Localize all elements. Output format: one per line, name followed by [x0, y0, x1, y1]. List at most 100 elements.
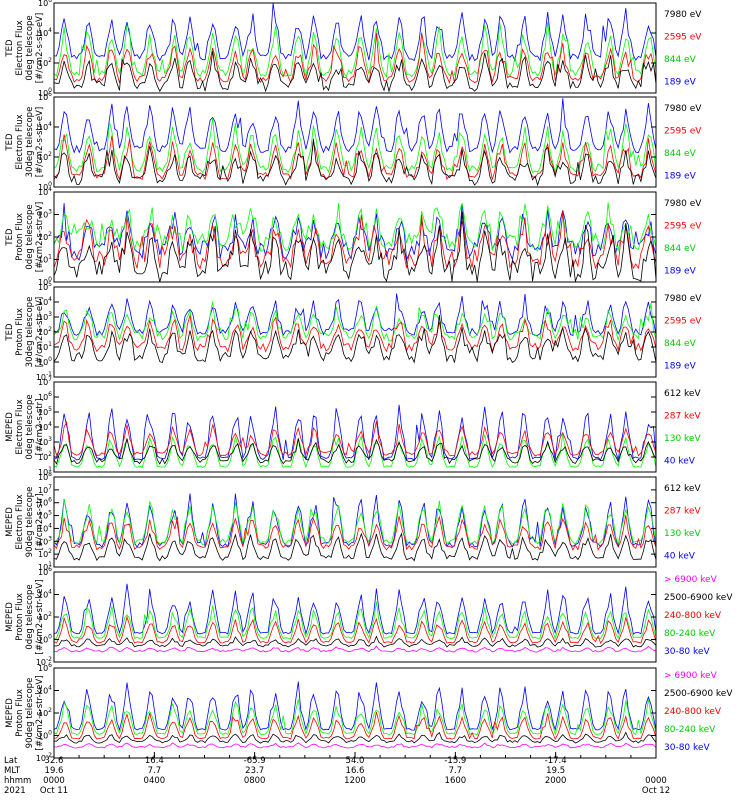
series-line-black — [54, 211, 656, 282]
y-axis-title-line: Proton Flux — [15, 593, 25, 641]
y-axis-title-line: TED — [5, 39, 15, 58]
x-tick-label: 0000 — [645, 776, 667, 786]
y-tick-label: 104 — [38, 296, 52, 307]
legend-entry: > 6900 keV — [664, 671, 718, 681]
y-tick-label: 103 — [38, 209, 52, 220]
y-tick-label: 100 — [38, 634, 52, 645]
y-tick-label: 100 — [38, 356, 52, 367]
y-tick-label: 102 — [38, 611, 52, 622]
y-axis-title-line: 30deg telescope — [25, 107, 35, 178]
y-tick-label: 102 — [38, 231, 52, 242]
legend-entry: 189 eV — [664, 362, 697, 372]
y-axis-title-line: Electron Flux — [15, 399, 25, 454]
panel-1-plot — [54, 3, 656, 93]
legend-entry: 7980 eV — [664, 294, 702, 304]
x-tick-label: Oct 12 — [642, 786, 670, 796]
panel-3-plot — [54, 202, 656, 282]
y-tick-label: 105 — [38, 510, 52, 521]
series-line-red — [54, 210, 656, 270]
x-tick-label: -65.9 — [244, 756, 266, 766]
legend-entry: 240-800 keV — [664, 611, 722, 621]
series-line-blue — [54, 681, 656, 732]
panel-5-plot — [54, 404, 656, 469]
y-tick-label: 104 — [38, 421, 52, 432]
y-axis-title-line: 0deg telescope — [25, 204, 35, 269]
legend-entry: 130 keV — [664, 529, 701, 539]
panel-1-frame — [53, 2, 657, 94]
y-axis-title-line: 90deg telescope — [25, 678, 35, 749]
series-line-green — [54, 202, 656, 252]
y-tick-label: 103 — [38, 436, 52, 447]
series-line-green — [54, 601, 656, 640]
y-axis-title-line: Proton Flux — [15, 308, 25, 356]
y-tick-label: 104 — [38, 186, 52, 197]
series-line-red — [54, 711, 656, 741]
y-tick-label: 101 — [38, 561, 52, 572]
panel-1: 100 102 104 106 TED Electron Flux 0deg telesco… — [5, 0, 702, 98]
x-tick-label: 32.6 — [45, 756, 64, 766]
y-tick-label: 107 — [38, 484, 52, 495]
y-tick-label: 101 — [38, 254, 52, 265]
x-tick-label: -15.9 — [444, 756, 466, 766]
legend-entry: 7980 eV — [664, 104, 702, 114]
y-axis-title-line: TED — [5, 323, 15, 342]
legend-entry: 2500-6900 keV — [664, 689, 733, 699]
legend-entry: 2595 eV — [664, 222, 702, 232]
series-line-green — [54, 118, 656, 174]
panel-3: 100 101 102 103 104 TED Proton Flux 0deg telesc… — [5, 186, 702, 287]
y-axis-title-line: [#/cm2-s-str-keV] — [35, 580, 45, 655]
legend-entry: 2595 eV — [664, 33, 702, 43]
panel-8-plot — [54, 681, 656, 749]
y-tick-label: 104 — [38, 522, 52, 533]
x-tick-label: 7.7 — [449, 766, 463, 776]
x-tick-label: 0400 — [144, 776, 166, 786]
y-axis-title-line: 30deg telescope — [25, 297, 35, 368]
y-tick-label: 106 — [38, 497, 52, 508]
y-axis-title-line: MEPED — [5, 698, 15, 728]
x-tick-label: 0000 — [43, 776, 65, 786]
x-tick-label: 1600 — [445, 776, 467, 786]
y-tick-label: 106 — [38, 91, 52, 102]
y-tick-label: 102 — [38, 707, 52, 718]
y-tick-label: 102 — [38, 151, 52, 162]
x-tick-label: 7.7 — [148, 766, 162, 776]
panel-4: 10-1 100 101 102 103 104 105 TED Proton Flux 30de… — [5, 281, 702, 382]
series-line-green — [54, 499, 656, 546]
y-axis-title-line: [#/cm2-s-str-eV] — [35, 107, 45, 177]
series-line-blue — [54, 3, 656, 62]
y-tick-label: 104 — [38, 27, 52, 38]
legend-entry: 7980 eV — [664, 199, 702, 209]
y-tick-label: 100 — [38, 276, 52, 287]
legend-entry: 80-240 keV — [664, 725, 716, 735]
y-tick-label: 103 — [38, 311, 52, 322]
y-axis-title-line: 0deg telescope — [25, 584, 35, 649]
y-tick-label: 100 — [38, 181, 52, 192]
legend-entry: 30-80 keV — [664, 647, 710, 657]
y-axis-title-line: [#/cm2-s-str-keV] — [35, 676, 45, 751]
x-row-label: Lat — [4, 756, 18, 766]
legend-entry: 40 keV — [664, 552, 696, 562]
y-tick-label: 105 — [38, 406, 52, 417]
y-tick-label: 104 — [38, 685, 52, 696]
legend-entry: 844 eV — [664, 149, 697, 159]
panel-2-plot — [54, 98, 656, 187]
series-line-magenta — [54, 645, 656, 653]
series-line-red — [54, 420, 656, 457]
y-axis-title-line: MEPED — [5, 412, 15, 442]
panel-7-plot — [54, 583, 656, 653]
series-line-green — [54, 22, 656, 78]
panel-4-frame — [53, 286, 657, 378]
y-tick-label: 10-2 — [36, 752, 52, 763]
x-tick-label: 1200 — [344, 776, 366, 786]
y-tick-label: 106 — [38, 0, 52, 8]
legend-entry: 2500-6900 keV — [664, 593, 733, 603]
legend-entry: 189 eV — [664, 78, 697, 88]
legend-entry: 240-800 keV — [664, 707, 722, 717]
x-tick-label: 54.0 — [346, 756, 365, 766]
panel-2-frame — [53, 96, 657, 188]
series-line-red — [54, 315, 656, 353]
legend-entry: 30-80 keV — [664, 743, 710, 753]
y-axis-title-line: Electron Flux — [15, 494, 25, 549]
x-tick-label: Oct 11 — [40, 786, 68, 796]
